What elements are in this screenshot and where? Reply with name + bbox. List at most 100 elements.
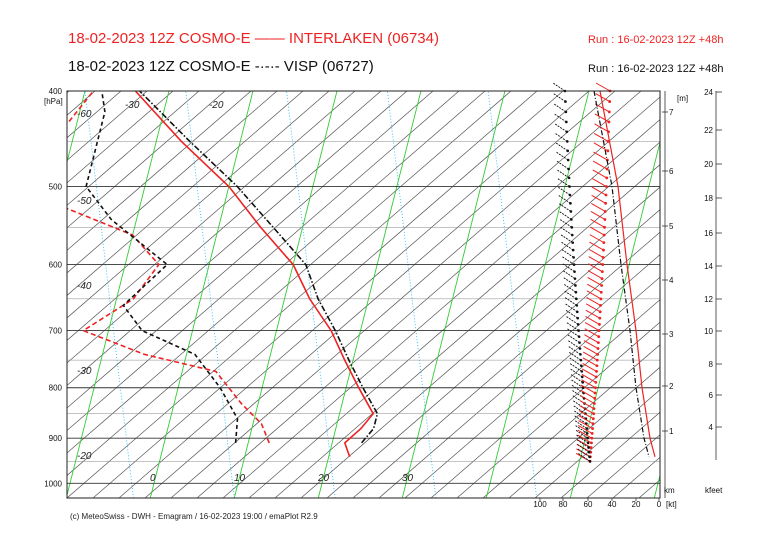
feet-tick-label: 6 [709, 391, 714, 400]
legend-line1-symbol: —— [254, 30, 285, 47]
isotherm-label: -20 [209, 100, 224, 111]
wind-barb-dot [595, 358, 599, 362]
wind-barb-dot [571, 241, 575, 244]
isotherm-label: -30 [77, 366, 92, 377]
legend-line1: 18-02-2023 12Z COSMO-E —— INTERLAKEN (06… [68, 30, 439, 47]
pressure-tick-label: 600 [49, 261, 63, 270]
feet-tick-label: 12 [704, 295, 713, 304]
wind-barb-dot [571, 248, 575, 252]
wind-barb-red [576, 439, 592, 449]
wind-barb-dot [574, 290, 578, 294]
dry-adiabat [67, 91, 174, 184]
isotherm-label: 0 [150, 473, 156, 484]
wind-barb-red [587, 270, 603, 280]
pressure-gridlines [67, 90, 660, 484]
mixing-ratio-line [286, 91, 336, 498]
wind-barb-red [577, 424, 593, 434]
wind-barb-red [586, 290, 602, 300]
wind-barb-black [561, 249, 574, 258]
wind-barb-black [572, 400, 586, 410]
wind-barb-red [591, 186, 607, 196]
pressure-axis-label: [hPa] [44, 97, 63, 106]
wind-barb-dot [575, 297, 578, 301]
pressure-tick-label: 400 [49, 87, 63, 96]
wind-barb-red [579, 400, 595, 410]
wind-barb-red [584, 322, 600, 332]
wind-barb-dot [564, 100, 567, 103]
wind-barb-red [589, 241, 604, 251]
wind-barb-dot [594, 380, 598, 384]
wind-barb-dot [607, 110, 611, 114]
wind-barb-dot [600, 284, 604, 287]
wind-barb-dot [589, 446, 593, 449]
wind-barb-dot [591, 427, 594, 430]
wind-barb-dot [570, 226, 574, 229]
isotherm-line [401, 91, 506, 498]
isotherm-label: -60 [77, 109, 92, 120]
wind-barb-dot [597, 335, 601, 339]
legend-line1-model: 18-02-2023 12Z COSMO-E [68, 30, 251, 47]
wind-barb-dot [578, 341, 581, 344]
dry-adiabat [378, 254, 660, 498]
wind-barb-dot [576, 323, 580, 326]
dry-adiabat [612, 456, 660, 498]
dry-adiabat [248, 141, 660, 498]
wind-barb-dot [592, 412, 596, 416]
pressure-tick-label: 500 [49, 183, 63, 192]
wind-barb-dot [598, 323, 601, 326]
wind-barb-black [562, 270, 576, 279]
wind-barb-dot [573, 277, 577, 280]
wind-barb-red [579, 405, 594, 415]
wind-barb-black [570, 379, 584, 389]
legend-line2: 18-02-2023 12Z COSMO-E -·-·- VISP (06727… [68, 58, 374, 75]
wind-profile-black [593, 90, 650, 457]
wind-barb-black [567, 340, 581, 349]
wind-barb-red [592, 178, 607, 187]
wind-barb-dot [604, 193, 608, 197]
wind-barb-dot [607, 120, 611, 124]
dry-adiabat [665, 91, 766, 498]
wind-barb-black [553, 103, 567, 113]
wind-axis-label: [kt] [666, 500, 677, 509]
wind-barb-dot [602, 233, 606, 237]
wind-barb-black [573, 405, 586, 415]
dry-adiabat [743, 91, 766, 498]
isotherm-label: 30 [402, 473, 414, 484]
wind-barb-red [587, 283, 602, 293]
dry-adiabat [67, 91, 304, 296]
wind-barb-dot [579, 358, 583, 362]
wind-barb-dot [592, 407, 596, 411]
legend-line2-run: Run : 16-02-2023 12Z +48h [588, 63, 724, 75]
wind-barb-dot [580, 364, 583, 368]
wind-barb-red [575, 452, 591, 462]
dry-adiabat [67, 91, 356, 341]
wind-barb-red [593, 142, 609, 152]
wind-barb-dot [566, 149, 570, 153]
wind-barb-dot [594, 375, 598, 379]
dry-adiabat [638, 479, 660, 498]
wind-barb-black [563, 283, 577, 293]
wind-barb-dot [588, 455, 591, 459]
wind-barb-black [555, 142, 568, 152]
wind-barb-dot [594, 386, 597, 390]
wind-barb-red [581, 373, 597, 383]
dry-adiabat [274, 164, 660, 498]
wind-barb-dot [588, 460, 592, 463]
dry-adiabat [144, 91, 616, 498]
height-axis-label: [m] [677, 94, 688, 103]
wind-barb-black [561, 256, 575, 265]
wind-barb-dot [570, 218, 573, 221]
wind-barb-red [590, 218, 605, 228]
mixing-ratio-line [185, 91, 235, 498]
sounding-profiles [67, 91, 379, 458]
credit-line: (c) MeteoSwiss - DWH - Emagram / 16-02-2… [70, 512, 318, 521]
wind-barb-black [570, 368, 583, 378]
wind-tick-label: 0 [657, 500, 662, 509]
wind-barb-dot [608, 100, 612, 103]
dry-adiabat [404, 276, 660, 498]
feet-tick-label: 4 [709, 423, 714, 432]
wind-barb-dot [602, 248, 605, 252]
wind-barb-black [574, 420, 588, 429]
wind-barb-black [559, 218, 573, 228]
wind-barb-red [581, 368, 597, 378]
